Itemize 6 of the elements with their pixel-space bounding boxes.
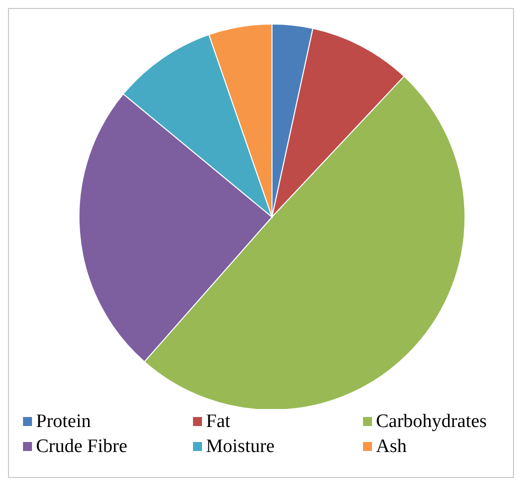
legend-label: Moisture — [206, 435, 275, 459]
legend-label: Protein — [36, 410, 91, 434]
legend-label: Crude Fibre — [36, 435, 128, 459]
legend-label: Carbohydrates — [376, 410, 487, 434]
legend-label: Ash — [376, 435, 407, 459]
legend-label: Fat — [206, 410, 230, 434]
